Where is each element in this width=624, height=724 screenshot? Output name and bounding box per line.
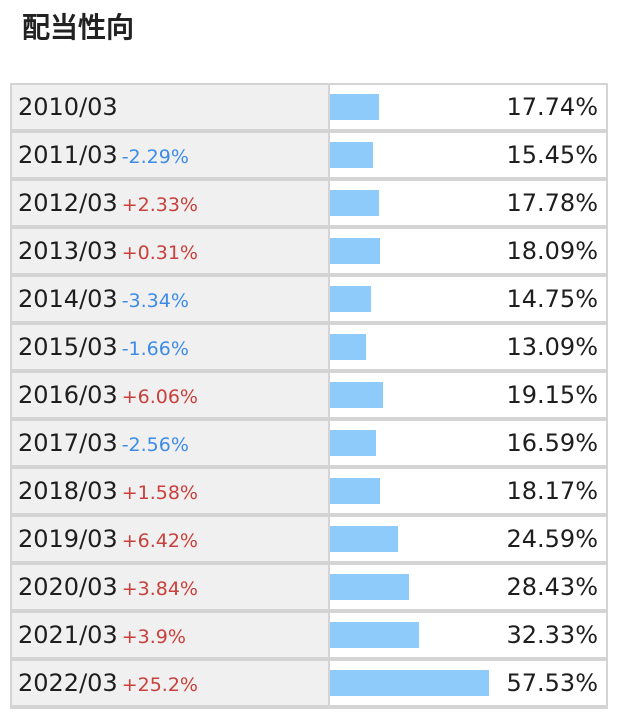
payout-ratio-value: 17.74% bbox=[506, 93, 598, 121]
table-row: 2014/03 -3.34% 14.75% bbox=[12, 277, 606, 321]
table-row: 2013/03 +0.31% 18.09% bbox=[12, 229, 606, 273]
year-cell: 2017/03 -2.56% bbox=[12, 421, 328, 465]
year-cell: 2011/03 -2.29% bbox=[12, 133, 328, 177]
payout-ratio-bar bbox=[330, 622, 419, 648]
payout-ratio-value: 24.59% bbox=[506, 525, 598, 553]
value-cell: 19.15% bbox=[330, 373, 606, 417]
year-cell: 2020/03 +3.84% bbox=[12, 565, 328, 609]
yoy-change-label: +1.58% bbox=[121, 482, 198, 504]
yoy-change-label: +6.42% bbox=[121, 530, 198, 552]
fiscal-year-label: 2017/03 -2.56% bbox=[18, 429, 189, 457]
fiscal-year-label: 2020/03 +3.84% bbox=[18, 573, 198, 601]
value-cell: 14.75% bbox=[330, 277, 606, 321]
payout-ratio-bar bbox=[330, 142, 373, 168]
yoy-change-label: -2.56% bbox=[121, 434, 189, 456]
fiscal-year-label: 2019/03 +6.42% bbox=[18, 525, 198, 553]
value-cell: 28.43% bbox=[330, 565, 606, 609]
fiscal-year-label: 2014/03 -3.34% bbox=[18, 285, 189, 313]
year-cell: 2018/03 +1.58% bbox=[12, 469, 328, 513]
year-cell: 2016/03 +6.06% bbox=[12, 373, 328, 417]
value-cell: 32.33% bbox=[330, 613, 606, 657]
payout-ratio-value: 17.78% bbox=[506, 189, 598, 217]
payout-ratio-bar bbox=[330, 238, 380, 264]
payout-ratio-bar bbox=[330, 670, 489, 696]
value-cell: 13.09% bbox=[330, 325, 606, 369]
yoy-change-label: +3.9% bbox=[121, 626, 186, 648]
yoy-change-label: -2.29% bbox=[121, 146, 189, 168]
table-row: 2011/03 -2.29% 15.45% bbox=[12, 133, 606, 177]
payout-ratio-value: 18.17% bbox=[506, 477, 598, 505]
fiscal-year-label: 2018/03 +1.58% bbox=[18, 477, 198, 505]
yoy-change-label: +6.06% bbox=[121, 386, 198, 408]
year-cell: 2014/03 -3.34% bbox=[12, 277, 328, 321]
table-row: 2010/03 17.74% bbox=[12, 85, 606, 129]
value-cell: 17.78% bbox=[330, 181, 606, 225]
payout-ratio-value: 18.09% bbox=[506, 237, 598, 265]
value-cell: 15.45% bbox=[330, 133, 606, 177]
yoy-change-label: +3.84% bbox=[121, 578, 198, 600]
year-cell: 2021/03 +3.9% bbox=[12, 613, 328, 657]
table-row: 2020/03 +3.84% 28.43% bbox=[12, 565, 606, 609]
year-cell: 2015/03 -1.66% bbox=[12, 325, 328, 369]
yoy-change-label: -1.66% bbox=[121, 338, 189, 360]
yoy-change-label: +0.31% bbox=[121, 242, 198, 264]
payout-ratio-value: 13.09% bbox=[506, 333, 598, 361]
payout-ratio-bar bbox=[330, 94, 379, 120]
yoy-change-label: -3.34% bbox=[121, 290, 189, 312]
fiscal-year-label: 2015/03 -1.66% bbox=[18, 333, 189, 361]
table-row: 2019/03 +6.42% 24.59% bbox=[12, 517, 606, 561]
payout-ratio-value: 19.15% bbox=[506, 381, 598, 409]
yoy-change-label: +2.33% bbox=[121, 194, 198, 216]
fiscal-year-label: 2022/03 +25.2% bbox=[18, 669, 198, 697]
fiscal-year-label: 2021/03 +3.9% bbox=[18, 621, 186, 649]
table-row: 2021/03 +3.9% 32.33% bbox=[12, 613, 606, 657]
payout-ratio-bar bbox=[330, 574, 409, 600]
payout-ratio-value: 14.75% bbox=[506, 285, 598, 313]
payout-ratio-bar bbox=[330, 382, 383, 408]
table-row: 2022/03 +25.2% 57.53% bbox=[12, 661, 606, 705]
fiscal-year-label: 2013/03 +0.31% bbox=[18, 237, 198, 265]
fiscal-year-label: 2012/03 +2.33% bbox=[18, 189, 198, 217]
payout-ratio-table: 2010/03 17.74% 2011/03 -2.29% 15.45% 2012/03 +… bbox=[10, 83, 608, 709]
value-cell: 57.53% bbox=[330, 661, 606, 705]
value-cell: 17.74% bbox=[330, 85, 606, 129]
payout-ratio-bar bbox=[330, 334, 366, 360]
payout-ratio-value: 15.45% bbox=[506, 141, 598, 169]
payout-ratio-value: 16.59% bbox=[506, 429, 598, 457]
table-row: 2018/03 +1.58% 18.17% bbox=[12, 469, 606, 513]
value-cell: 16.59% bbox=[330, 421, 606, 465]
table-row: 2015/03 -1.66% 13.09% bbox=[12, 325, 606, 369]
chart-title: 配当性向 bbox=[22, 11, 135, 44]
payout-ratio-value: 32.33% bbox=[506, 621, 598, 649]
table-row: 2017/03 -2.56% 16.59% bbox=[12, 421, 606, 465]
fiscal-year-label: 2010/03 bbox=[18, 93, 118, 121]
payout-ratio-bar bbox=[330, 286, 371, 312]
payout-ratio-bar bbox=[330, 526, 398, 552]
value-cell: 18.09% bbox=[330, 229, 606, 273]
table-row: 2016/03 +6.06% 19.15% bbox=[12, 373, 606, 417]
value-cell: 18.17% bbox=[330, 469, 606, 513]
payout-ratio-bar bbox=[330, 430, 376, 456]
payout-ratio-value: 57.53% bbox=[506, 669, 598, 697]
year-cell: 2013/03 +0.31% bbox=[12, 229, 328, 273]
fiscal-year-label: 2016/03 +6.06% bbox=[18, 381, 198, 409]
value-cell: 24.59% bbox=[330, 517, 606, 561]
year-cell: 2019/03 +6.42% bbox=[12, 517, 328, 561]
payout-ratio-bar bbox=[330, 478, 380, 504]
payout-ratio-bar bbox=[330, 190, 379, 216]
payout-ratio-value: 28.43% bbox=[506, 573, 598, 601]
table-row: 2012/03 +2.33% 17.78% bbox=[12, 181, 606, 225]
year-cell: 2012/03 +2.33% bbox=[12, 181, 328, 225]
yoy-change-label: +25.2% bbox=[121, 674, 198, 696]
fiscal-year-label: 2011/03 -2.29% bbox=[18, 141, 189, 169]
year-cell: 2022/03 +25.2% bbox=[12, 661, 328, 705]
year-cell: 2010/03 bbox=[12, 85, 328, 129]
